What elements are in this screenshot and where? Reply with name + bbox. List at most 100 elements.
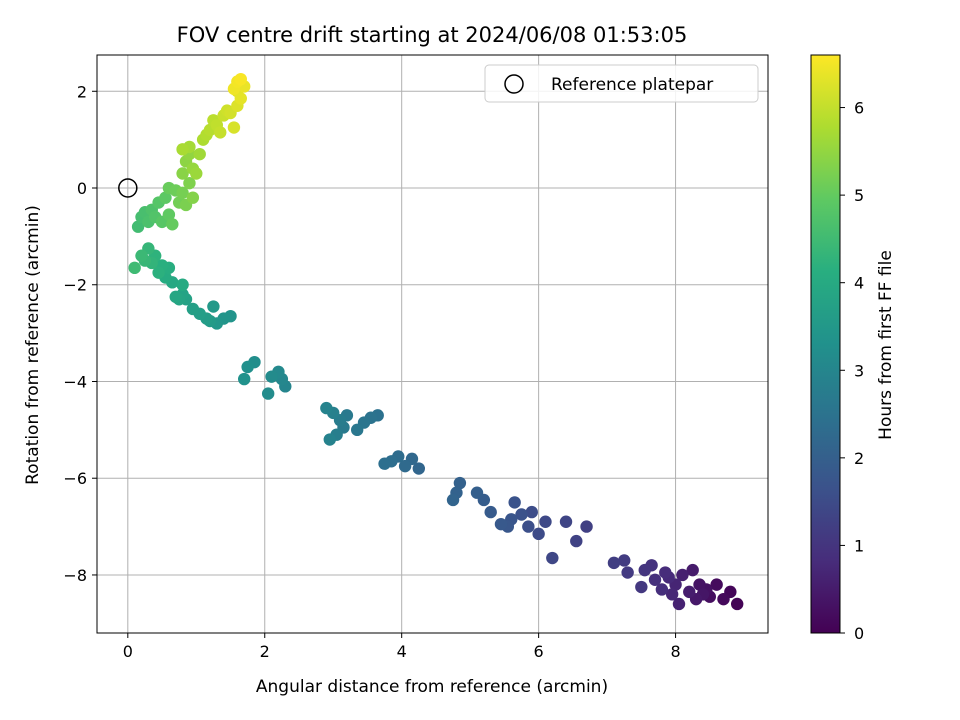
colorbar: 0 1 2 3 4 5 6 Hours from first FF file <box>810 54 896 643</box>
colorbar-tick-label: 5 <box>854 186 864 205</box>
scatter-point <box>176 278 189 291</box>
scatter-point <box>515 508 528 521</box>
colorbar-tick-label: 3 <box>854 361 864 380</box>
y-tick-label: 0 <box>77 179 87 198</box>
gridlines <box>97 55 768 633</box>
chart-title: FOV centre drift starting at 2024/06/08 … <box>177 23 688 47</box>
scatter-point <box>169 290 182 304</box>
scatter-point <box>378 457 391 470</box>
scatter-point <box>238 372 251 386</box>
scatter-point <box>618 554 631 567</box>
scatter-point <box>183 176 196 190</box>
x-tick-label: 6 <box>534 642 544 661</box>
scatter-point <box>494 517 508 531</box>
scatter-point <box>207 300 220 313</box>
reference-marker <box>118 178 138 198</box>
x-tick-label: 2 <box>260 642 270 661</box>
scatter-point <box>710 578 723 591</box>
scatter-point <box>539 515 552 528</box>
colorbar-label: Hours from first FF file <box>876 250 896 440</box>
scatter-point <box>686 563 699 577</box>
data-points <box>128 72 744 611</box>
scatter-point <box>128 261 141 275</box>
scatter-point <box>648 573 662 586</box>
scatter-point <box>683 585 696 599</box>
scatter-point <box>446 493 460 507</box>
scatter-point <box>398 459 412 473</box>
x-axis-label: Angular distance from reference (arcmin) <box>256 677 608 697</box>
scatter-point <box>580 520 593 533</box>
scatter-point <box>166 218 179 231</box>
scatter-point <box>135 249 148 262</box>
scatter-point <box>190 167 203 180</box>
scatter-point <box>186 191 200 204</box>
x-tick-label: 0 <box>123 642 133 661</box>
scatter-point <box>323 433 336 446</box>
scatter-point <box>570 534 583 548</box>
y-axis-ticks: −8 −6 −4 −2 0 2 <box>63 82 97 585</box>
scatter-point <box>176 186 189 200</box>
scatter-point <box>227 121 241 134</box>
scatter-point <box>525 505 538 519</box>
scatter-point <box>484 505 497 519</box>
y-tick-label: −4 <box>63 372 87 391</box>
scatter-point <box>176 167 189 180</box>
x-tick-label: 4 <box>397 642 407 661</box>
scatter-point <box>607 556 621 570</box>
scatter-point <box>176 143 189 156</box>
scatter-point <box>214 126 227 139</box>
y-tick-label: −6 <box>63 469 87 488</box>
colorbar-tick-label: 6 <box>854 99 864 118</box>
scatter-point <box>261 387 275 400</box>
legend-label: Reference platepar <box>551 75 713 95</box>
legend: Reference platepar <box>484 64 759 103</box>
scatter-point <box>508 496 521 509</box>
scatter-point <box>186 302 200 316</box>
scatter-point <box>162 208 176 221</box>
reference-point <box>118 178 138 198</box>
scatter-point <box>730 597 744 611</box>
colorbar-tick-label: 0 <box>854 624 864 643</box>
y-tick-label: 2 <box>77 82 87 101</box>
legend-box <box>484 64 759 103</box>
colorbar-ticks: 0 1 2 3 4 5 6 <box>840 99 864 643</box>
plot-frame <box>96 54 769 634</box>
colorbar-gradient <box>810 54 841 634</box>
x-axis-ticks: 0 2 4 6 8 <box>123 633 681 661</box>
y-tick-label: −8 <box>63 566 87 585</box>
scatter-point <box>532 527 545 541</box>
scatter-point <box>193 147 206 161</box>
scatter-point <box>717 592 730 606</box>
scatter-point <box>234 92 247 105</box>
scatter-point <box>676 568 689 582</box>
x-tick-label: 8 <box>670 642 680 661</box>
scatter-point <box>152 266 165 279</box>
scatter-point <box>655 583 669 596</box>
scatter-point <box>559 515 573 528</box>
scatter-point <box>131 220 145 233</box>
scatter-point <box>672 597 686 611</box>
scatter-point <box>159 191 172 204</box>
scatter-point <box>693 578 706 591</box>
scatter-point <box>265 370 278 383</box>
scatter-point <box>412 462 426 475</box>
scatter-point <box>350 423 364 437</box>
scatter-point <box>635 580 648 594</box>
y-axis-label: Rotation from reference (arcmin) <box>23 205 43 485</box>
scatter-point <box>665 588 679 601</box>
scatter-point <box>621 566 634 579</box>
colorbar-tick-label: 2 <box>854 449 864 468</box>
scatter-point <box>234 72 247 86</box>
scatter-point <box>320 401 333 415</box>
legend-marker-hollow-circle <box>504 74 524 94</box>
scatter-point <box>470 486 484 499</box>
colorbar-tick-label: 1 <box>854 536 864 555</box>
scatter-point <box>241 360 254 374</box>
scatter-point <box>659 566 672 579</box>
scatter-point <box>546 551 559 565</box>
y-tick-label: −2 <box>63 276 87 295</box>
scatter-point <box>453 476 467 490</box>
scatter-point <box>638 563 651 577</box>
colorbar-tick-label: 4 <box>854 274 864 293</box>
